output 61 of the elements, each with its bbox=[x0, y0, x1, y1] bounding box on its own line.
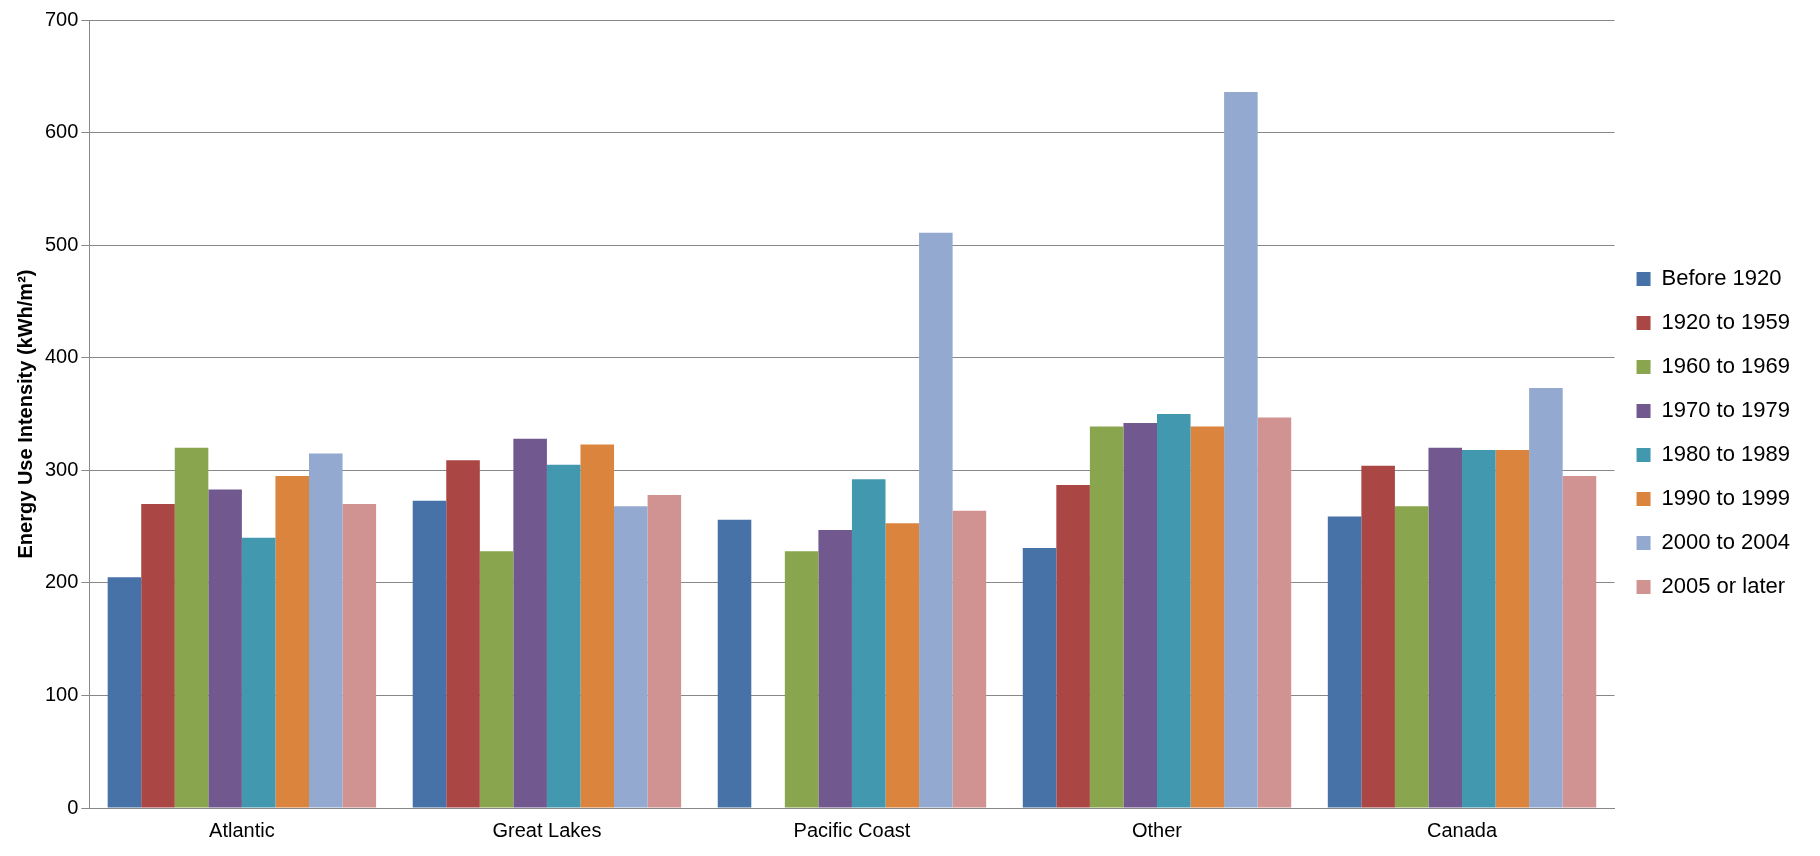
bar bbox=[1224, 92, 1258, 808]
bar bbox=[513, 438, 547, 808]
bar bbox=[952, 510, 987, 808]
legend-label: 1980 to 1989 bbox=[1661, 441, 1791, 467]
bar bbox=[1123, 423, 1157, 808]
bar bbox=[1495, 450, 1530, 808]
y-axis-title: Energy Use Intensity (kWh/m²) bbox=[13, 269, 36, 559]
bar bbox=[479, 551, 514, 808]
y-tick-label: 700 bbox=[44, 7, 79, 30]
y-tick-label: 0 bbox=[67, 795, 79, 818]
bar bbox=[580, 444, 615, 808]
bar bbox=[1529, 388, 1563, 808]
bar bbox=[308, 453, 343, 808]
bar bbox=[1190, 426, 1225, 808]
bar bbox=[614, 506, 648, 808]
bar bbox=[1327, 516, 1362, 808]
bar bbox=[818, 529, 852, 808]
bar bbox=[141, 504, 175, 808]
y-tick-label: 300 bbox=[44, 457, 79, 480]
legend-label: 1970 to 1979 bbox=[1661, 397, 1791, 423]
bar bbox=[1089, 426, 1124, 808]
bar bbox=[1257, 417, 1292, 808]
legend-label: 2005 or later bbox=[1661, 573, 1786, 599]
y-tick-label: 100 bbox=[44, 682, 79, 705]
bar bbox=[241, 537, 276, 808]
bar bbox=[717, 519, 752, 808]
y-tick-label: 500 bbox=[44, 232, 79, 255]
legend-label: 1990 to 1999 bbox=[1661, 485, 1791, 511]
x-tick-label: Great Lakes bbox=[492, 818, 602, 841]
bar bbox=[1361, 465, 1395, 808]
y-tick-label: 600 bbox=[44, 120, 79, 143]
bar bbox=[647, 495, 682, 808]
legend-label: 2000 to 2004 bbox=[1661, 529, 1791, 555]
bar bbox=[1394, 506, 1429, 808]
legend-label: 1920 to 1959 bbox=[1661, 309, 1791, 335]
x-tick-label: Pacific Coast bbox=[793, 818, 911, 841]
bar bbox=[275, 475, 309, 808]
bar bbox=[174, 447, 209, 808]
bar bbox=[446, 460, 480, 808]
bar bbox=[1156, 414, 1191, 808]
x-tick-label: Atlantic bbox=[209, 818, 275, 841]
legend-label: Before 1920 bbox=[1661, 265, 1782, 291]
bar bbox=[1462, 450, 1496, 808]
bar bbox=[784, 551, 819, 808]
bar bbox=[1056, 484, 1090, 808]
bar bbox=[208, 489, 242, 808]
bar bbox=[107, 577, 142, 808]
bar bbox=[1022, 547, 1057, 808]
x-tick-label: Canada bbox=[1427, 818, 1498, 841]
x-tick-label: Other bbox=[1131, 818, 1183, 841]
bar bbox=[412, 500, 447, 808]
bar bbox=[851, 479, 886, 808]
bar bbox=[919, 232, 953, 808]
y-tick-label: 200 bbox=[44, 570, 79, 593]
bar bbox=[1562, 475, 1597, 808]
bar bbox=[342, 504, 377, 808]
legend-label: 1960 to 1969 bbox=[1661, 353, 1791, 379]
bar bbox=[1428, 447, 1463, 808]
y-tick-label: 400 bbox=[44, 345, 79, 368]
bar bbox=[546, 464, 581, 808]
bar bbox=[885, 523, 920, 808]
